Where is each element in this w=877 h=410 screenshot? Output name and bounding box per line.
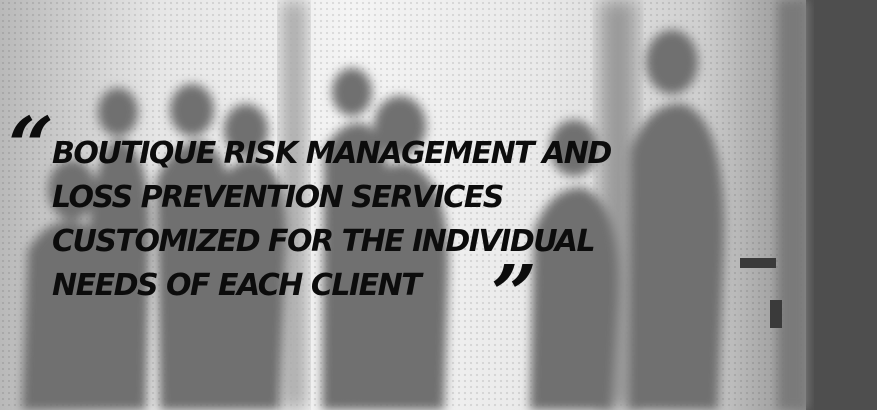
person-body [86, 140, 150, 410]
quote-line: NEEDS OF EACH CLIENT [52, 268, 422, 303]
person-head [98, 88, 138, 136]
close-quote-icon: ” [491, 247, 538, 341]
person-body [628, 103, 725, 410]
person-body [210, 159, 287, 410]
person-head [224, 104, 268, 156]
person-body [530, 187, 619, 410]
quote-line: CUSTOMIZED FOR THE INDIVIDUAL [52, 224, 596, 259]
person-head [170, 84, 214, 136]
quote-line: LOSS PREVENTION SERVICES [52, 180, 504, 215]
door-latch [770, 300, 782, 328]
dark-door-panel [806, 0, 877, 410]
hero-quote: BOUTIQUE RISK MANAGEMENT AND LOSS PREVEN… [52, 132, 752, 308]
person-head [646, 30, 698, 94]
person-head [48, 160, 96, 220]
person-body [350, 163, 449, 410]
door-handle [740, 258, 776, 268]
window-pillar [282, 0, 306, 410]
person-head [332, 68, 372, 116]
quote-line: BOUTIQUE RISK MANAGEMENT AND [52, 136, 612, 171]
person-head [374, 96, 426, 156]
person-head [550, 120, 598, 176]
open-quote-icon: “ [8, 99, 55, 193]
door-frame [778, 0, 808, 410]
